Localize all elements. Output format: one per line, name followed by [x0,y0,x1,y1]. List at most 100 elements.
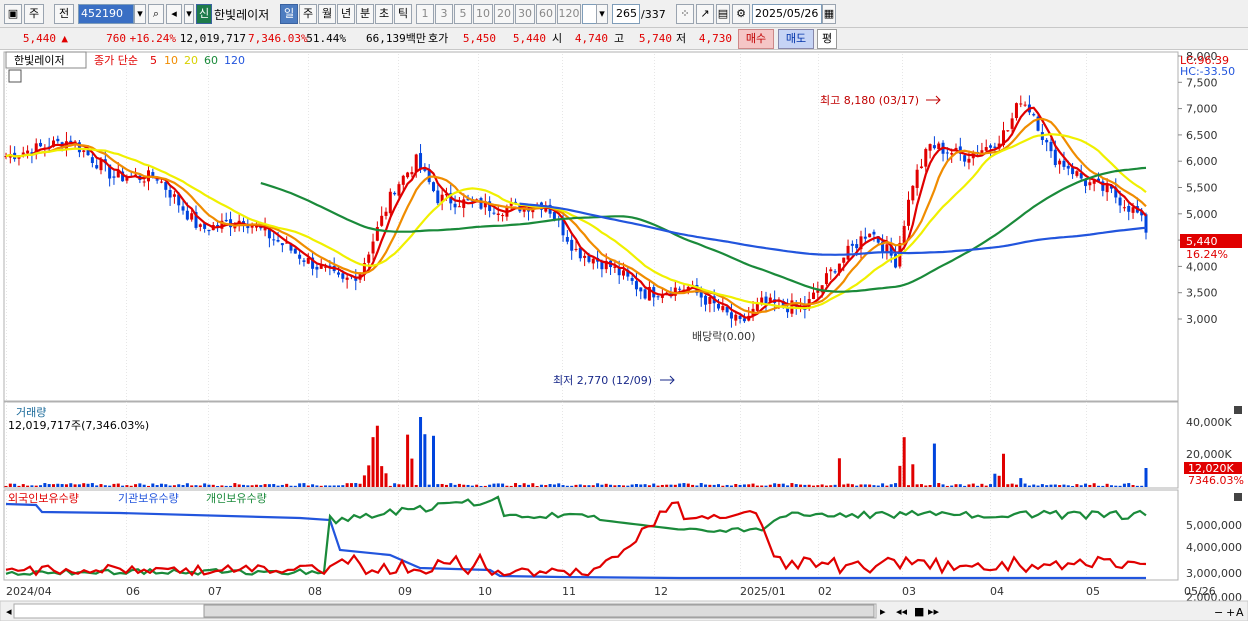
interval-60[interactable]: 60 [536,4,556,24]
ma10-line [5,117,1147,315]
period-tick[interactable]: 틱 [394,4,412,24]
price-legend-name: 한빛레이저 [14,54,65,67]
volume-panel[interactable] [3,401,1179,489]
stop-icon[interactable]: ■ [914,605,924,618]
zoom-out-icon[interactable]: − [1214,606,1223,619]
new-listing-badge: 신 [196,4,212,24]
buy-button[interactable]: 매수 [738,29,774,49]
date-tick-label: 11 [562,585,576,598]
eval-button[interactable]: 평 [817,29,837,49]
volume-bar [151,483,155,487]
volume-bar [64,484,68,487]
volume-bar [522,483,526,487]
candle-body [362,263,366,274]
candle-body [1045,139,1049,143]
candle-body [924,149,928,167]
candle-body [617,268,621,276]
interval-5[interactable]: 5 [454,4,472,24]
candle-body [254,225,258,228]
table-toggle-icon[interactable] [8,69,22,83]
bar-count-input[interactable]: 265 [612,4,640,24]
candle-body [669,291,673,296]
interval-dropdown-icon[interactable]: ▾ [596,4,608,24]
price-panel[interactable] [3,51,1179,402]
candle-body [151,172,155,178]
volume-bar [324,485,328,487]
candle-body [1058,160,1062,165]
volume-panel-close-icon[interactable] [1234,406,1242,414]
sell-button[interactable]: 매도 [778,29,814,49]
volume-bar [954,484,958,487]
period-day[interactable]: 일 [280,4,298,24]
speaker-dropdown-icon[interactable]: ▾ [184,4,194,24]
volume-bar [660,484,664,487]
volume-bar [211,484,215,487]
volume-bar [764,485,768,487]
auto-scale-icon[interactable]: A [1236,606,1244,619]
lc-label: LC:96.39 [1180,54,1229,67]
date-tick-label: 04 [990,585,1004,598]
interval-10[interactable]: 10 [473,4,493,24]
save-icon[interactable]: ▤ [716,4,730,24]
period-year[interactable]: 년 [337,4,355,24]
interval-120[interactable]: 120 [557,4,581,24]
candle-body [768,297,772,302]
holdings-panel[interactable] [3,489,1179,581]
volume-bar [1118,485,1122,487]
chart-area[interactable]: 8,5008,0007,5007,0006,5006,0005,5005,000… [0,50,1248,621]
date-input[interactable]: 2025/05/26 [752,4,822,24]
period-minute[interactable]: 분 [356,4,374,24]
market-selector[interactable]: 주 [24,4,44,24]
volume-bar [263,484,267,487]
volume-bar [980,483,984,487]
zoom-in-icon[interactable]: + [1226,606,1235,619]
interval-3[interactable]: 3 [435,4,453,24]
volume-bar [950,485,954,487]
date-tick-label: 09 [398,585,412,598]
volume-bar [147,485,150,487]
volume-bar [652,483,656,487]
period-week[interactable]: 주 [299,4,317,24]
grid-icon[interactable]: ⁘ [676,4,694,24]
interval-20[interactable]: 20 [494,4,514,24]
candle-body [116,170,120,178]
date-tick-label: 02 [818,585,832,598]
search-icon[interactable]: ⌕ [148,4,164,24]
volume-bar [833,484,837,487]
price-tick-label: 6,000 [1186,155,1218,168]
draw-tool-icon[interactable]: ↗ [696,4,714,24]
candle-body [816,290,820,293]
gear-icon[interactable]: ⚙ [732,4,750,24]
volume-bar [557,483,561,487]
speaker-icon[interactable]: ◂ [166,4,182,24]
code-dropdown-icon[interactable]: ▾ [134,4,146,24]
volume-bar [673,484,677,487]
interval-30[interactable]: 30 [515,4,535,24]
period-second[interactable]: 초 [375,4,393,24]
period-month[interactable]: 월 [318,4,336,24]
scrollbar-thumb[interactable] [203,604,875,618]
candle-body [889,245,893,256]
volume-tick-label: 20,000K [1186,448,1232,461]
holdings-panel-close-icon[interactable] [1234,493,1242,501]
candle-body [250,225,254,228]
candle-body [185,210,189,220]
volume-bar [246,485,250,487]
scroll-left-icon[interactable]: ◂ [6,605,12,618]
candle-body [859,236,863,250]
scroll-right-icon[interactable]: ▸ [880,605,886,618]
volume-current-label: 12,020K [1188,462,1234,475]
interval-1[interactable]: 1 [416,4,434,24]
candle-body [457,206,461,208]
forward-icon[interactable]: ▸▸ [928,605,940,618]
volume-bar [643,484,647,487]
main-toolbar: ▣ 주 전 452190 ▾ ⌕ ◂ ▾ 신 한빛레이저 일 주 월 년 분 초… [0,0,1248,28]
volume-bar [609,484,613,487]
stock-code-input[interactable]: 452190 [78,4,134,24]
candle-body [1088,182,1092,186]
all-selector[interactable]: 전 [54,4,74,24]
volume-bar [876,485,880,487]
rewind-icon[interactable]: ◂◂ [896,605,908,618]
calendar-icon[interactable]: ▦ [822,4,836,24]
window-menu-icon[interactable]: ▣ [4,4,22,24]
